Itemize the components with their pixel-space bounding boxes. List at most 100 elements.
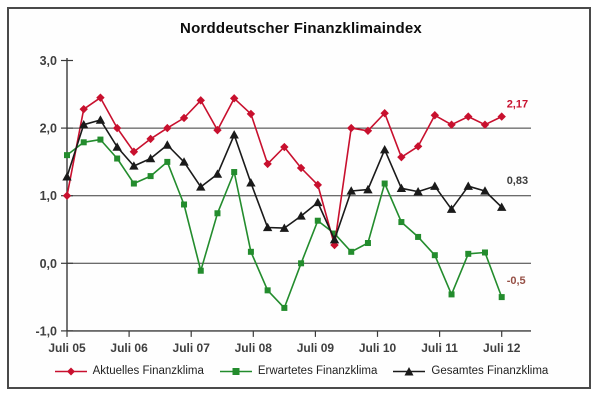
data-point-marker-square [331,230,338,237]
data-point-marker-triangle [229,130,239,139]
data-point-marker-square [415,233,422,240]
data-point-marker-diamond [163,123,172,133]
data-point-marker-triangle [313,197,323,207]
data-point-marker-diamond [179,113,189,123]
y-tick-label: 1,0 [40,189,57,203]
data-point-marker-diamond [246,109,256,119]
data-point-marker-triangle [196,182,206,191]
data-point-marker-diamond [146,134,155,144]
data-point-marker-triangle [145,153,156,163]
series-end-label: -0,5 [507,275,526,287]
data-point-marker-triangle [279,223,290,232]
x-tick-label: Juli 06 [110,341,148,355]
data-point-marker-triangle [246,178,256,187]
data-point-marker-diamond [313,180,322,190]
series-aktuelles [62,93,506,250]
data-point-marker-square [214,210,221,217]
data-point-marker-square [348,248,355,255]
data-point-marker-square [231,169,238,176]
data-point-marker-diamond [447,120,456,129]
data-point-marker-square [465,250,472,257]
data-point-marker-square [164,158,171,165]
data-point-marker-triangle [112,142,122,151]
data-point-marker-triangle [329,234,340,244]
x-tick-label: Juli 09 [297,341,335,355]
data-point-marker-diamond [79,104,88,114]
chart-frame [7,7,591,389]
legend-marker-gesamtes-triangle-icon [393,366,426,375]
data-point-marker-square [314,217,321,224]
data-point-marker-diamond [497,112,506,121]
data-point-marker-triangle [262,222,273,232]
data-point-marker-square [381,180,388,187]
data-point-marker-diamond [464,112,473,121]
data-point-marker-diamond [347,123,356,133]
data-point-marker-triangle [379,145,390,154]
legend-label-aktuelles: Aktuelles Finanzklima [92,365,204,377]
data-point-marker-triangle [296,211,306,220]
data-point-marker-diamond [229,94,239,103]
data-point-marker-diamond [196,96,205,105]
data-point-marker-diamond [397,152,406,162]
data-point-marker-triangle [497,202,507,211]
data-point-marker-diamond [62,191,72,200]
x-tick-label: Juli 11 [421,341,458,355]
data-point-marker-triangle [480,186,490,195]
chart-title: Norddeutscher Finanzklimaindex [180,20,422,37]
data-point-marker-square [97,136,104,143]
data-point-marker-diamond [296,163,306,173]
legend-triangle [404,366,414,375]
data-point-marker-square [264,287,271,294]
legend-marker-aktuelles-diamond-icon [54,367,87,375]
y-tick-label: 2,0 [40,122,57,136]
data-point-marker-square [281,304,288,311]
data-point-marker-triangle [396,183,407,192]
data-point-marker-square [498,294,505,301]
series-end-label: 0,83 [507,175,528,187]
data-point-marker-square [398,219,405,226]
legend-item-aktuelles: Aktuelles Finanzklima [54,365,204,377]
data-point-marker-triangle [129,161,139,170]
data-point-marker-square [298,260,305,267]
data-point-marker-triangle [413,186,423,196]
data-point-marker-diamond [413,142,423,151]
data-point-marker-square [448,291,455,298]
data-point-marker-diamond [213,125,222,135]
data-point-marker-diamond [330,240,339,250]
data-point-marker-square [181,201,188,208]
data-point-marker-triangle [446,204,457,213]
data-point-marker-triangle [212,169,223,178]
data-point-marker-diamond [363,126,373,136]
data-point-marker-diamond [263,159,272,169]
x-tick-label: Juli 05 [48,341,86,355]
data-point-marker-diamond [96,93,105,102]
series-gesamtes [62,115,507,244]
data-point-marker-diamond [480,120,490,129]
data-point-marker-square [80,139,87,146]
data-point-marker-square [64,152,70,159]
legend-item-erwartetes: Erwartetes Finanzklima [219,365,377,377]
data-point-marker-diamond [280,142,289,152]
data-point-marker-square [197,267,204,274]
data-point-marker-triangle [363,184,373,194]
chart-legend: Aktuelles Finanzklima Erwartetes Finanzk… [0,365,602,377]
y-tick-label: 0,0 [40,257,57,271]
data-point-marker-square [481,249,488,256]
data-point-marker-diamond [430,111,440,120]
data-point-marker-diamond [112,123,122,133]
series-erwartetes [64,136,505,311]
data-point-marker-square [364,240,371,247]
legend-marker-erwartetes-square-icon [219,367,252,375]
x-tick-label: Juli 12 [483,341,521,355]
data-point-marker-triangle [95,115,106,124]
data-point-marker-square [147,173,154,180]
data-point-marker-triangle [79,120,89,129]
y-tick-label: -1,0 [35,324,57,338]
series-line [66,96,503,246]
x-tick-label: Juli 07 [173,341,211,355]
legend-item-gesamtes: Gesamtes Finanzklima [392,365,548,377]
legend-diamond [66,367,75,375]
data-point-marker-square [130,180,137,187]
data-point-marker-triangle [62,172,72,181]
